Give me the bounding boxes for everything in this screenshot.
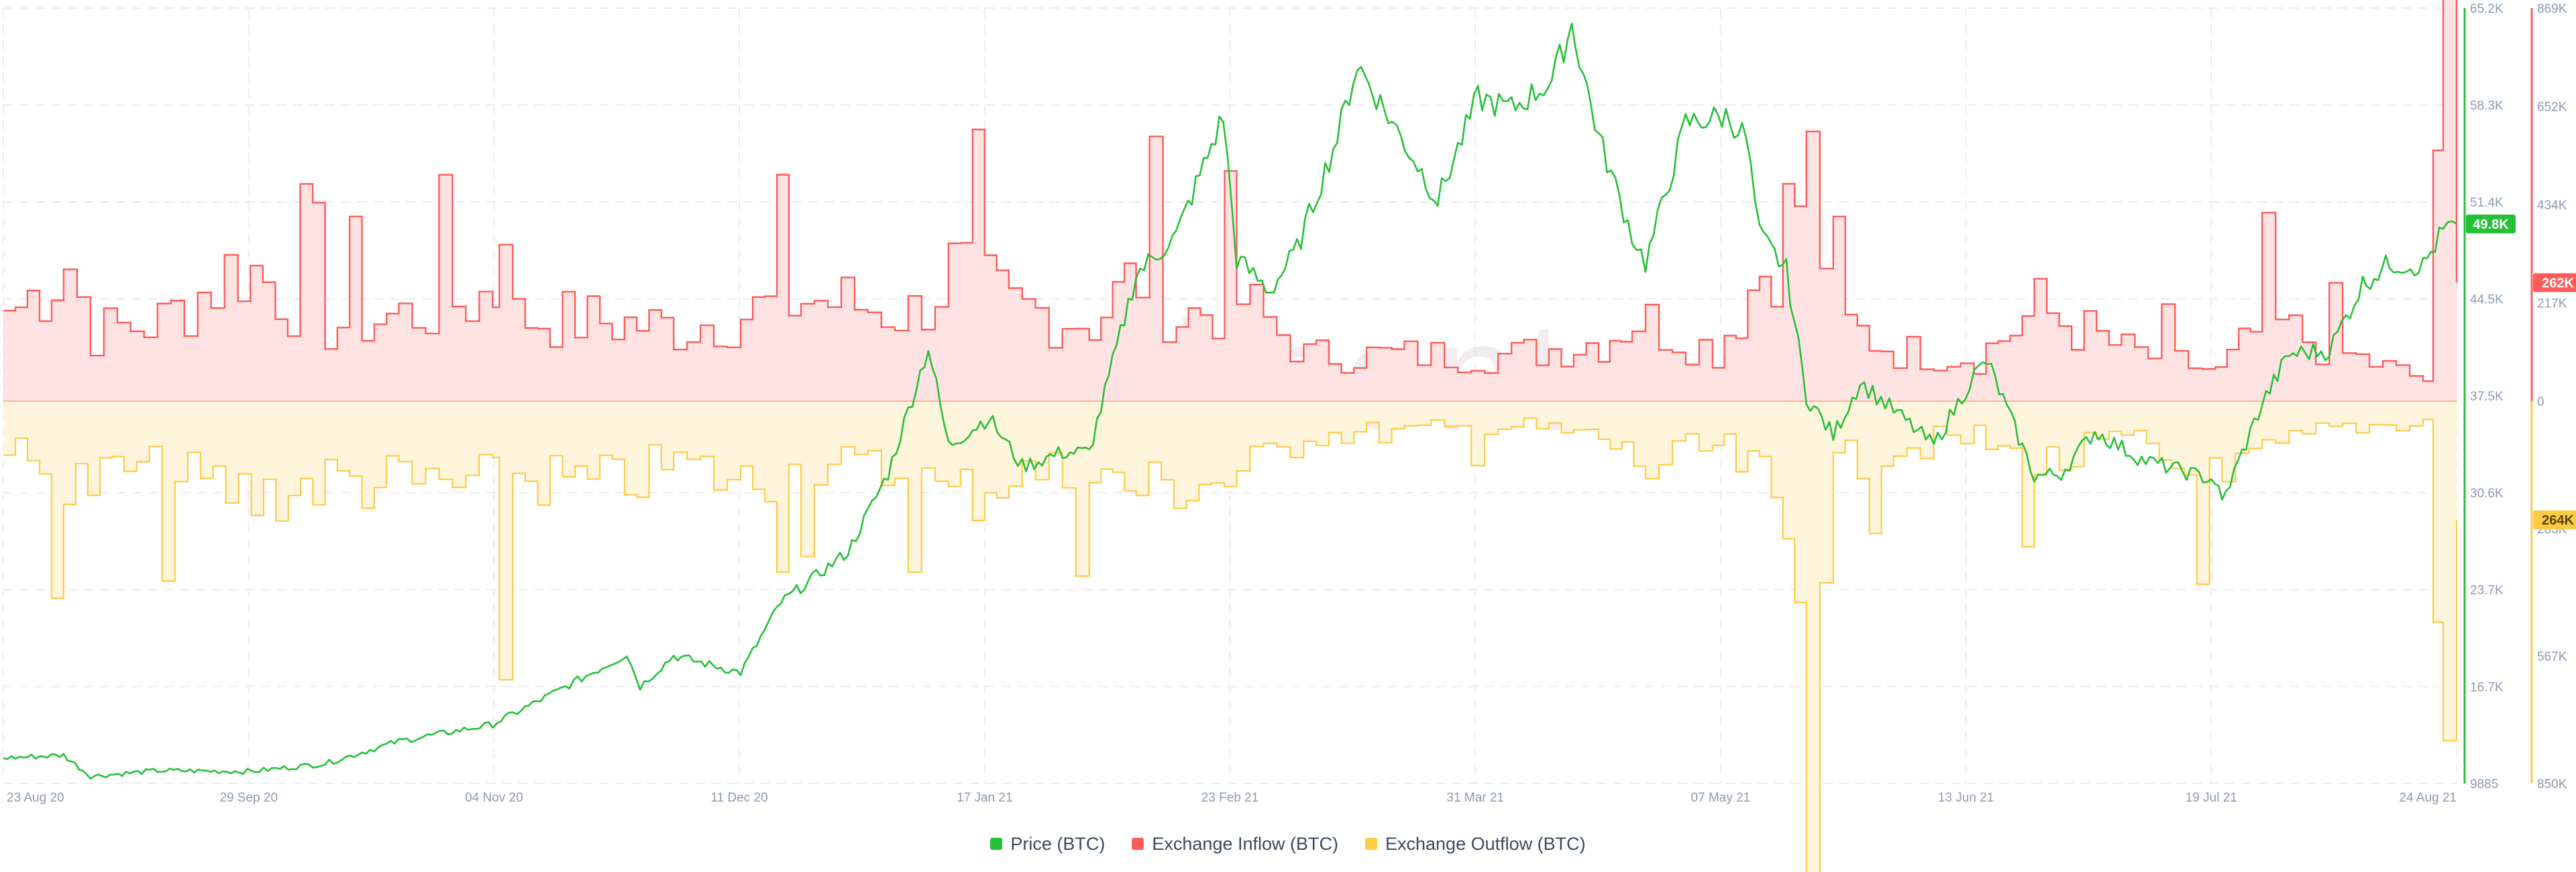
y-axis-ticks: 65.2K 58.3K 51.4K 44.5K 37.5K 30.6K 23.7K 16.7K…	[2470, 2, 2567, 792]
x-tick-label: 19 Jul 21	[2186, 791, 2237, 805]
flow-tick-label: 652K	[2537, 101, 2567, 115]
x-tick-label: 11 Dec 20	[710, 791, 767, 805]
series-price-line	[3, 22, 2457, 780]
x-axis-ticks: 23 Aug 20 29 Sep 20 04 Nov 20 11 Dec 20 17 J…	[7, 791, 2457, 805]
flow-tick-label: 434K	[2537, 199, 2567, 213]
price-tick-label: 58.3K	[2470, 99, 2504, 113]
x-tick-label: 07 May 21	[1691, 791, 1751, 805]
legend: Price (BTC) Exchange Inflow (BTC) Exchan…	[0, 830, 2576, 857]
price-tick-label: 65.2K	[2470, 2, 2504, 16]
legend-swatch-inflow	[1132, 838, 1144, 850]
badge-inflow-bg	[2533, 273, 2576, 292]
price-tick-label: 44.5K	[2470, 293, 2504, 307]
price-tick-label: 16.7K	[2470, 681, 2504, 695]
x-tick-label: 23 Feb 21	[1201, 791, 1259, 805]
x-tick-label: 23 Aug 20	[7, 791, 64, 805]
value-badges: 49.8K 262K 264K	[2466, 214, 2576, 530]
legend-label-price: Price (BTC)	[1010, 833, 1106, 854]
badge-inflow-label: 262K	[2542, 276, 2574, 290]
series-lines	[3, 0, 2458, 872]
legend-swatch-price	[990, 838, 1003, 850]
price-tick-label: 23.7K	[2470, 584, 2504, 598]
price-tick-label: 37.5K	[2470, 390, 2504, 404]
x-tick-label: 13 Jun 21	[1938, 791, 1994, 805]
legend-item-outflow[interactable]: Exchange Outflow (BTC)	[1365, 834, 1586, 855]
flow-tick-label: 850K	[2537, 777, 2567, 792]
badge-price-label: 49.8K	[2473, 217, 2509, 232]
x-tick-label: 04 Nov 20	[465, 791, 523, 805]
flow-tick-label: 0	[2537, 395, 2544, 409]
x-tick-label: 24 Aug 21	[2399, 791, 2457, 805]
x-tick-label: 31 Mar 21	[1446, 791, 1504, 805]
legend-label-inflow: Exchange Inflow (BTC)	[1152, 833, 1338, 854]
series-outflow-line	[3, 417, 2458, 872]
flow-tick-label: 217K	[2537, 297, 2567, 311]
badge-outflow-bg	[2533, 510, 2576, 530]
flow-tick-label: 567K	[2537, 650, 2567, 664]
inflow-area	[3, 0, 2457, 401]
badge-outflow-label: 264K	[2542, 513, 2574, 528]
price-tick-label: 9885	[2470, 777, 2498, 792]
legend-item-price[interactable]: Price (BTC)	[990, 834, 1105, 855]
legend-swatch-outflow	[1365, 838, 1377, 850]
axes	[2463, 8, 2533, 783]
price-tick-label: 51.4K	[2470, 196, 2504, 210]
series-inflow-line	[3, 0, 2458, 382]
x-tick-label: 29 Sep 20	[219, 791, 278, 805]
price-tick-label: 30.6K	[2470, 487, 2504, 501]
legend-item-inflow[interactable]: Exchange Inflow (BTC)	[1132, 834, 1338, 855]
outflow-area	[3, 401, 2457, 872]
x-tick-label: 17 Jan 21	[957, 791, 1012, 805]
legend-label-outflow: Exchange Outflow (BTC)	[1385, 833, 1586, 854]
badge-price-bg	[2466, 214, 2516, 233]
flow-fills	[3, 0, 2457, 872]
flow-tick-label: 869K	[2537, 2, 2567, 16]
